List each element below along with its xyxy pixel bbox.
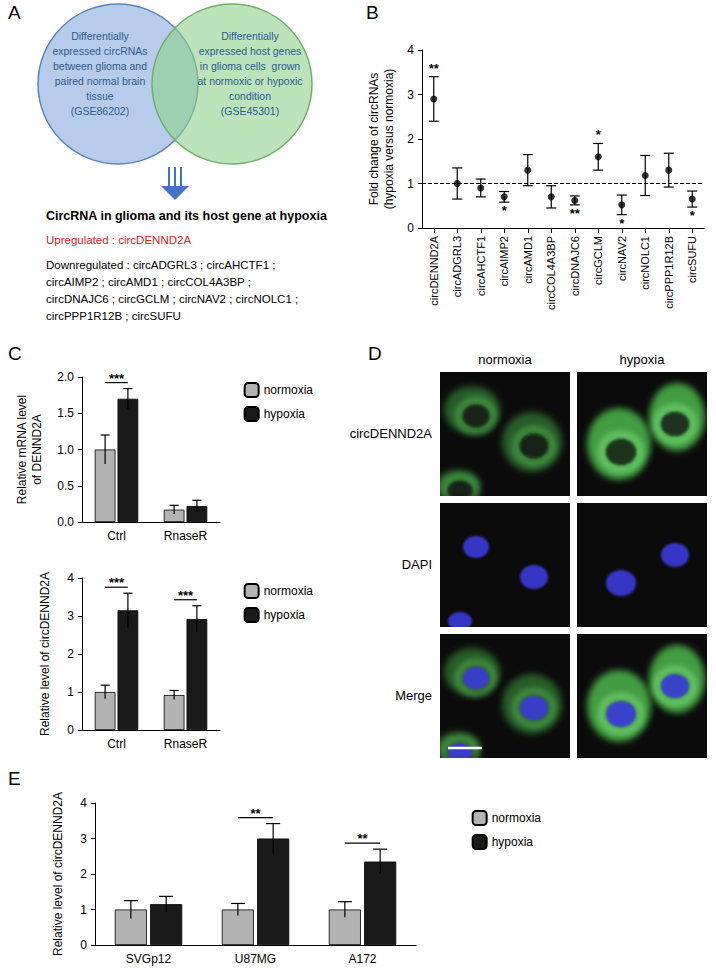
svg-text:Relative level of circDENND2A: Relative level of circDENND2A [38,572,52,736]
svg-text:Ctrl: Ctrl [107,529,126,543]
svg-text:between glioma and: between glioma and [53,60,147,72]
html-text:E: E [8,768,21,789]
svg-text:circDENND2A: circDENND2A [350,426,433,441]
svg-text:circPPP1R12B ; circSUFU: circPPP1R12B ; circSUFU [46,310,181,322]
svg-text:0: 0 [80,938,87,952]
svg-text:Fold change of circRNAs: Fold change of circRNAs [367,73,381,206]
svg-text:expressed circRNAs: expressed circRNAs [52,45,147,57]
svg-text:circSUFU: circSUFU [686,236,698,283]
svg-text:(hypoxia versus normoxia): (hypoxia versus normoxia) [382,69,396,210]
svg-text:circGCLM: circGCLM [592,236,604,285]
svg-text:RnaseR: RnaseR [164,737,208,751]
svg-text:Relative mRNA level: Relative mRNA level [15,395,29,504]
svg-text:1.0: 1.0 [57,443,74,457]
svg-text:circAIMP2: circAIMP2 [498,236,510,286]
html-text:A: A [8,2,21,23]
svg-text:*: * [690,208,696,223]
html-text:C: C [8,343,22,364]
svg-text:Merge: Merge [395,688,432,703]
svg-text:(GSE45301): (GSE45301) [221,105,279,117]
svg-text:3: 3 [80,832,87,846]
svg-text:1: 1 [67,685,74,699]
svg-text:tissue: tissue [86,90,114,102]
svg-text:1.5: 1.5 [57,406,74,420]
svg-text:***: *** [178,588,194,603]
svg-text:hypoxia: hypoxia [620,352,666,367]
svg-text:4: 4 [67,571,74,585]
svg-text:0: 0 [67,723,74,737]
svg-text:4: 4 [407,43,414,57]
svg-text:3: 3 [67,609,74,623]
html-text:B: B [366,2,379,23]
svg-text:normoxia: normoxia [264,584,314,598]
svg-text:circAHCTF1: circAHCTF1 [475,236,487,296]
svg-text:*: * [619,216,625,231]
svg-text:of DENND2A: of DENND2A [30,414,44,485]
svg-text:1: 1 [407,177,414,191]
svg-text:3: 3 [407,88,414,102]
svg-text:DAPI: DAPI [402,557,432,572]
svg-text:Differentially: Differentially [221,30,279,42]
svg-text:hypoxia: hypoxia [492,835,534,849]
svg-text:(GSE86202): (GSE86202) [71,105,129,117]
svg-text:***: *** [109,575,125,590]
svg-text:Upregulated : circDENND2A: Upregulated : circDENND2A [46,234,191,246]
svg-text:2: 2 [67,647,74,661]
svg-text:**: ** [429,61,440,76]
svg-text:normoxia: normoxia [264,383,314,397]
svg-text:2: 2 [80,867,87,881]
svg-text:*: * [596,127,602,142]
svg-text:0.0: 0.0 [57,515,74,529]
html-text:D: D [368,343,382,364]
svg-text:U87MG: U87MG [235,952,276,966]
svg-text:CircRNA in glioma and its host: CircRNA in glioma and its host gene at h… [46,209,328,223]
svg-text:**: ** [570,206,581,221]
svg-text:RnaseR: RnaseR [164,529,208,543]
svg-text:circNOLC1: circNOLC1 [639,236,651,290]
svg-text:paired normal brain: paired normal brain [55,75,146,87]
svg-text:Differentially: Differentially [71,30,129,42]
svg-text:circCOL4A3BP: circCOL4A3BP [545,236,557,310]
svg-text:Downregulated : circADGRL3 ; c: Downregulated : circADGRL3 ; circAHCTF1 … [46,259,275,271]
svg-text:expressed host genes: expressed host genes [199,45,302,57]
svg-text:circDENND2A: circDENND2A [428,235,440,305]
svg-text:circPPP1R12B: circPPP1R12B [663,236,675,309]
svg-text:hypoxia: hypoxia [264,608,306,622]
svg-text:Relative level of circDENND2A: Relative level of circDENND2A [51,792,65,956]
svg-text:A172: A172 [348,952,376,966]
svg-text:4: 4 [80,796,87,810]
svg-text:in glioma cells grown: in glioma cells grown [200,60,301,72]
svg-text:condition: condition [229,90,271,102]
svg-text:at normoxic or hypoxic: at normoxic or hypoxic [197,75,302,87]
svg-text:circDNAJC6 ; circGCLM ; circNA: circDNAJC6 ; circGCLM ; circNAV2 ; circN… [46,293,298,305]
svg-text:circDNAJC6: circDNAJC6 [569,236,581,296]
svg-text:circADGRL3: circADGRL3 [451,236,463,297]
svg-text:***: *** [109,371,125,386]
svg-text:**: ** [357,831,368,846]
svg-text:*: * [502,203,508,218]
svg-text:circNAV2: circNAV2 [616,236,628,281]
svg-text:circAMD1: circAMD1 [522,236,534,284]
svg-text:hypoxia: hypoxia [264,407,306,421]
svg-text:Ctrl: Ctrl [107,737,126,751]
svg-text:2: 2 [407,132,414,146]
svg-text:1: 1 [80,903,87,917]
svg-text:normoxia: normoxia [478,352,532,367]
svg-text:0: 0 [407,221,414,235]
svg-text:**: ** [250,806,261,821]
svg-text:0.5: 0.5 [57,479,74,493]
svg-text:2.0: 2.0 [57,370,74,384]
svg-text:normoxia: normoxia [492,811,542,825]
svg-text:SVGp12: SVGp12 [126,952,172,966]
svg-text:circAIMP2 ; circAMD1 ; circCOL: circAIMP2 ; circAMD1 ; circCOL4A3BP ; [46,276,251,288]
